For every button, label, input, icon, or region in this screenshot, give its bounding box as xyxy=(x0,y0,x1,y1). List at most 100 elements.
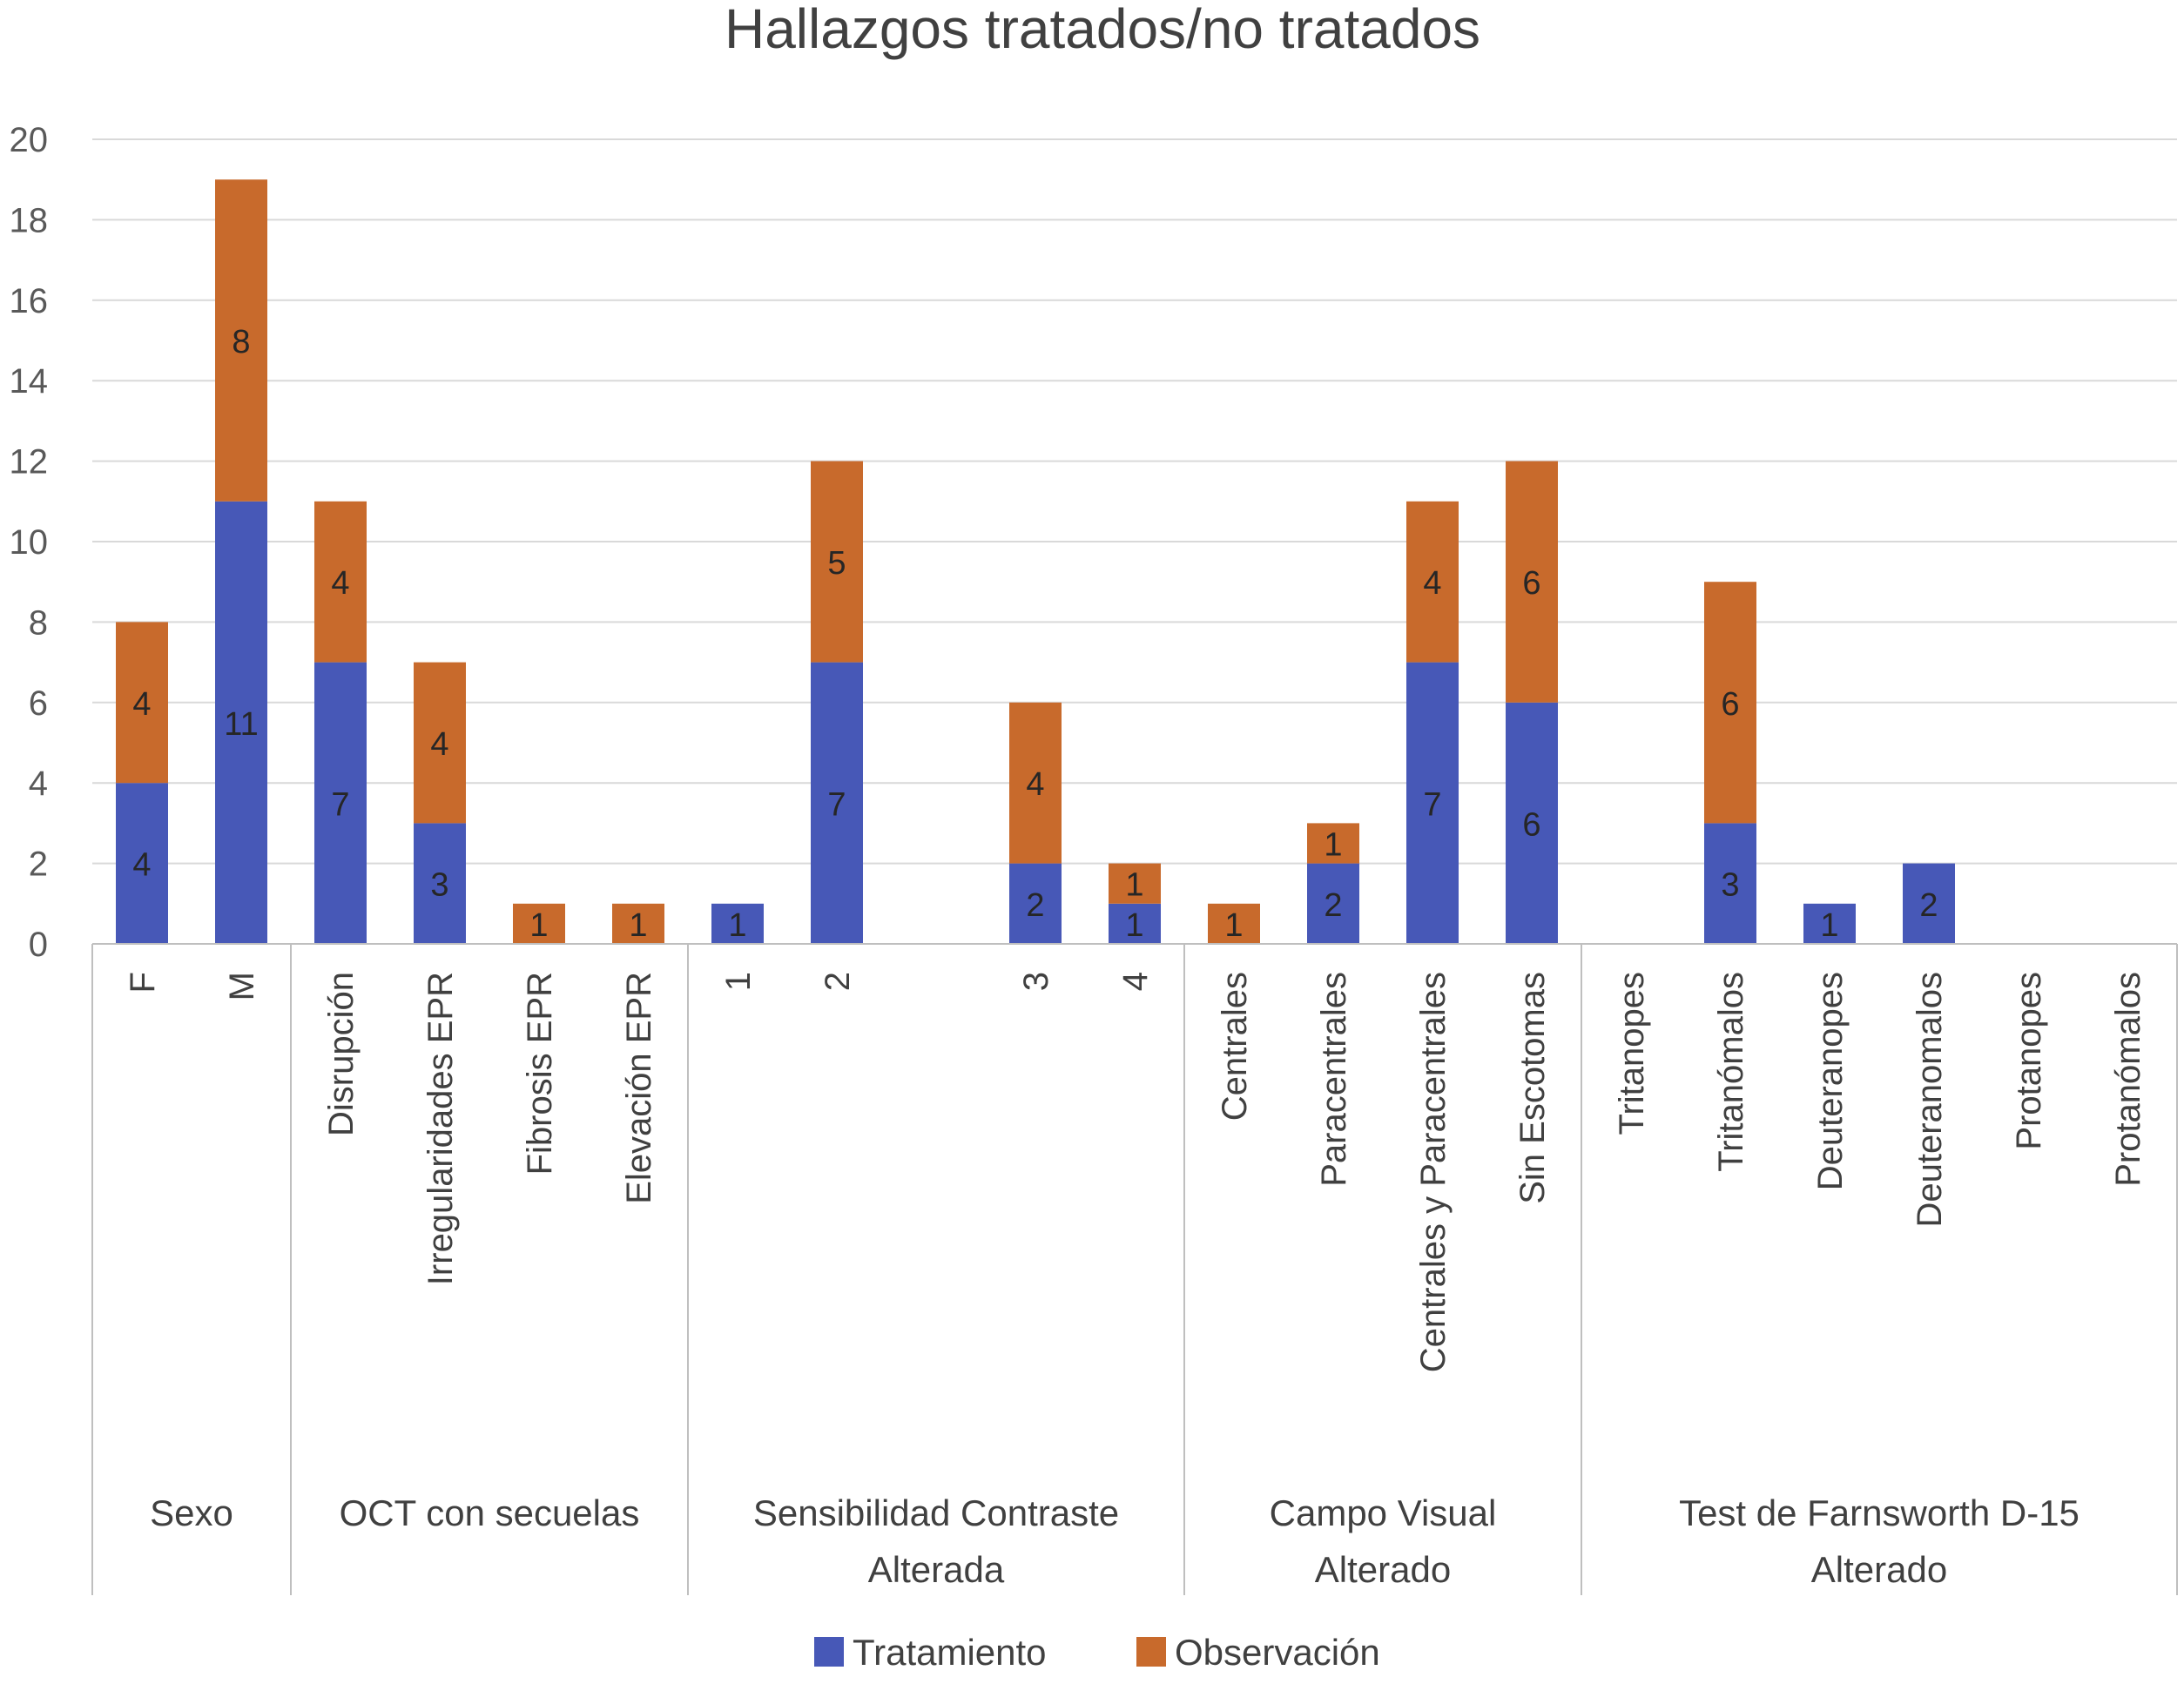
x-category-label: 3 xyxy=(1017,972,1055,991)
x-category-label: F xyxy=(124,972,162,993)
bar-tratamiento xyxy=(1803,903,1856,944)
x-category-label: Fibrosis EPR xyxy=(521,972,559,1175)
x-category-label: Deuteranopes xyxy=(1811,972,1850,1190)
bar-observacion xyxy=(116,622,168,784)
data-label: 7 xyxy=(827,786,846,823)
x-category-label: 4 xyxy=(1116,972,1155,991)
data-label: 3 xyxy=(430,867,448,904)
bar-observacion xyxy=(1506,461,1558,703)
bar-tratamiento xyxy=(1704,823,1756,944)
data-label: 2 xyxy=(1324,887,1342,924)
y-tick-label: 18 xyxy=(10,201,49,239)
group-label: OCT con secuelas xyxy=(340,1492,640,1533)
bar-observacion xyxy=(1009,702,1062,864)
legend-label: Observación xyxy=(1175,1632,1380,1673)
group-label: Alterado xyxy=(1811,1549,1947,1590)
data-label: 4 xyxy=(331,565,349,602)
data-label: 6 xyxy=(1721,686,1739,723)
x-category-label: Disrupción xyxy=(322,972,361,1136)
x-category-label: M xyxy=(223,972,261,1000)
data-label: 4 xyxy=(132,686,151,723)
bar-observacion xyxy=(314,501,367,663)
data-label: 1 xyxy=(1224,907,1243,944)
x-category-label: Deuteranomalos xyxy=(1911,972,1949,1228)
data-label: 8 xyxy=(232,324,250,360)
data-label: 3 xyxy=(1721,867,1739,904)
y-tick-label: 6 xyxy=(29,684,48,723)
x-category-label: Tritanómalos xyxy=(1712,972,1750,1172)
bar-observacion xyxy=(612,903,664,944)
x-axis-category-labels: F M Disrupción Irregularidades EPR Fibrosis … xyxy=(124,972,2147,1372)
bar-tratamiento xyxy=(1406,662,1459,944)
group-label: Campo Visual xyxy=(1270,1492,1497,1533)
x-category-label: Protanómalos xyxy=(2109,972,2147,1187)
group-label: Test de Farnsworth D-15 xyxy=(1679,1492,2080,1533)
chart-title: Hallazgos tratados/no tratados xyxy=(725,0,1480,60)
data-label: 1 xyxy=(1125,867,1143,904)
bar-tratamiento xyxy=(414,823,466,944)
y-tick-label: 2 xyxy=(29,845,48,884)
bar-tratamiento xyxy=(811,662,863,944)
data-label: 1 xyxy=(629,907,647,944)
x-category-label: Paracentrales xyxy=(1315,972,1353,1187)
bar-tratamiento xyxy=(711,903,764,944)
x-category-label: Sin Escotomas xyxy=(1513,972,1552,1204)
y-axis-tick-labels: 0 2 4 6 8 10 12 14 16 18 20 xyxy=(10,121,49,964)
x-category-label: 1 xyxy=(719,972,758,991)
x-category-label: Centrales xyxy=(1216,972,1254,1121)
data-label: 7 xyxy=(331,786,349,823)
data-label: 6 xyxy=(1522,565,1540,602)
y-tick-label: 0 xyxy=(29,926,48,964)
bar-tratamiento xyxy=(1109,903,1161,944)
data-label: 5 xyxy=(827,545,846,582)
bar-tratamiento xyxy=(1009,863,1062,944)
data-label: 6 xyxy=(1522,806,1540,843)
x-axis-group-labels: Sexo OCT con secuelas Sensibilidad Contras… xyxy=(150,1492,2080,1590)
data-label: 4 xyxy=(1026,766,1044,803)
y-tick-label: 20 xyxy=(10,121,49,159)
y-tick-label: 16 xyxy=(10,282,49,320)
bar-observacion xyxy=(215,179,267,502)
bar-tratamiento xyxy=(1903,863,1955,944)
x-category-label: Protanopes xyxy=(2010,972,2048,1150)
bar-tratamiento xyxy=(215,501,267,944)
bars xyxy=(116,179,1955,944)
x-category-label: Tritanopes xyxy=(1613,972,1651,1135)
bar-observacion xyxy=(1307,823,1359,864)
x-category-label: Centrales y Paracentrales xyxy=(1414,972,1453,1372)
data-label: 1 xyxy=(1324,827,1342,864)
bar-observacion xyxy=(513,903,565,944)
legend-swatch-tratamiento xyxy=(814,1637,844,1667)
legend-swatch-observacion xyxy=(1136,1637,1166,1667)
bar-tratamiento xyxy=(314,662,367,944)
group-label: Alterado xyxy=(1315,1549,1451,1590)
data-label: 1 xyxy=(1125,907,1143,944)
group-label: Sensibilidad Contraste xyxy=(753,1492,1119,1533)
x-axis xyxy=(91,943,2178,1595)
y-tick-label: 4 xyxy=(29,765,48,803)
data-label: 2 xyxy=(1919,887,1938,924)
data-label: 7 xyxy=(1423,786,1441,823)
legend-label: Tratamiento xyxy=(853,1632,1047,1673)
data-label: 4 xyxy=(132,847,151,884)
y-tick-label: 8 xyxy=(29,603,48,642)
y-tick-label: 12 xyxy=(10,443,49,482)
group-label: Alterada xyxy=(868,1549,1005,1590)
legend: Tratamiento Observación xyxy=(814,1632,1380,1673)
bar-observacion xyxy=(1704,582,1756,824)
data-label: 4 xyxy=(1423,565,1441,602)
group-label: Sexo xyxy=(150,1492,233,1533)
bar-tratamiento xyxy=(116,783,168,944)
data-label: 4 xyxy=(430,726,448,763)
data-label: 11 xyxy=(224,706,258,743)
data-label: 1 xyxy=(529,907,548,944)
y-tick-label: 14 xyxy=(10,362,49,401)
bar-observacion xyxy=(414,662,466,824)
data-label: 1 xyxy=(1820,907,1838,944)
bar-tratamiento xyxy=(1307,863,1359,944)
bar-observacion xyxy=(1208,903,1260,944)
x-category-label: 2 xyxy=(819,972,857,991)
y-tick-label: 10 xyxy=(10,523,49,562)
